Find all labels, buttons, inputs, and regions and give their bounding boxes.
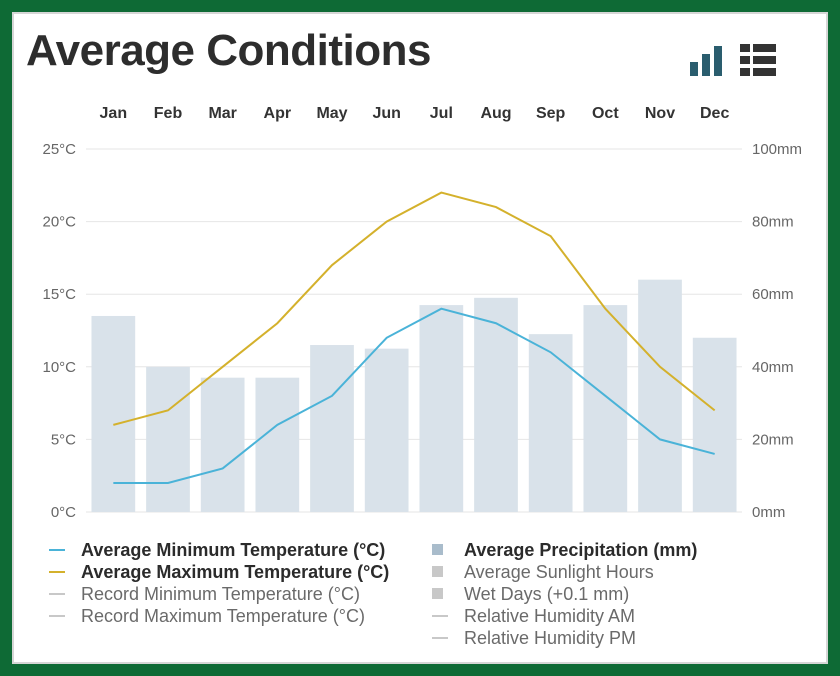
precipitation-bars [91, 279, 737, 512]
legend-swatch [432, 544, 443, 555]
min-temp-line [113, 307, 715, 484]
month-label: Jun [372, 105, 400, 122]
precipitation-bar [200, 377, 245, 512]
legend-label: Relative Humidity PM [464, 628, 637, 648]
precipitation-bar [91, 315, 136, 512]
right-tick-label: 40mm [752, 359, 794, 376]
left-tick-label: 0°C [51, 504, 76, 521]
legend-swatch [432, 588, 443, 599]
precipitation-bar [419, 305, 464, 512]
legend-swatch [49, 571, 65, 573]
legend-swatch [432, 615, 448, 617]
right-tick-label: 100mm [752, 141, 802, 158]
precipitation-bar [638, 279, 682, 512]
precipitation-bar [364, 348, 409, 512]
precipitation-bar [692, 337, 737, 512]
left-tick-label: 25°C [42, 141, 76, 158]
month-label: Nov [645, 105, 675, 122]
right-tick-label: 20mm [752, 431, 794, 448]
right-tick-label: 0mm [752, 504, 785, 521]
precipitation-bar [474, 297, 518, 512]
legend-swatch [432, 637, 448, 639]
right-tick-label: 80mm [752, 214, 794, 231]
month-label: Feb [154, 105, 183, 122]
month-label: Jul [430, 105, 453, 122]
legend-label: Record Maximum Temperature (°C) [81, 606, 365, 626]
temperature-lines [113, 191, 716, 484]
month-label: May [316, 105, 347, 122]
legend-label: Average Sunlight Hours [464, 562, 654, 582]
month-label: Dec [700, 105, 729, 122]
month-label: Aug [480, 105, 511, 122]
left-tick-label: 5°C [51, 431, 76, 448]
precipitation-bar [310, 345, 354, 512]
right-tick-label: 60mm [752, 286, 794, 303]
month-label: Oct [592, 105, 619, 122]
legend-label: Wet Days (+0.1 mm) [464, 584, 630, 604]
left-tick-label: 10°C [42, 359, 76, 376]
max-temp-line [113, 191, 716, 426]
table-grid-icon[interactable] [740, 44, 776, 76]
legend-label: Average Minimum Temperature (°C) [81, 540, 386, 560]
legend-label: Average Maximum Temperature (°C) [81, 562, 390, 582]
legend-swatch [49, 549, 65, 551]
precipitation-bar [146, 366, 190, 512]
legend-swatch [432, 566, 443, 577]
legend-label: Relative Humidity AM [464, 606, 636, 626]
left-tick-label: 15°C [42, 286, 76, 303]
month-label: Sep [536, 105, 566, 122]
legend-label: Record Minimum Temperature (°C) [81, 584, 360, 604]
precipitation-bar [255, 377, 300, 512]
precipitation-bar [528, 334, 573, 512]
month-label: Mar [208, 105, 236, 122]
month-label: Apr [264, 105, 292, 122]
legend-label: Average Precipitation (mm) [464, 540, 698, 560]
bar-chart-icon[interactable] [688, 44, 724, 76]
axis-labels: 0°C 5°C 10°C 15°C 20°C 25°C 0mm 20mm 40mm 60mm 80m… [42, 105, 802, 521]
legend-swatch [49, 615, 65, 617]
month-label: Jan [100, 105, 128, 122]
legend-swatch [49, 593, 65, 595]
left-tick-label: 20°C [42, 214, 76, 231]
chart-title: Average Conditions [26, 26, 431, 75]
grid-lines [86, 148, 742, 513]
